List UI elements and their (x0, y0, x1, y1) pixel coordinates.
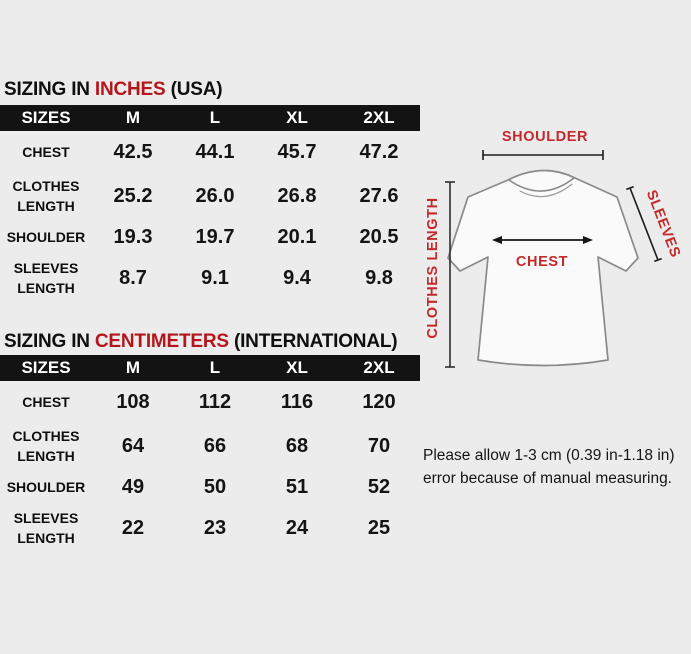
table-row-sleeves-length: SLEEVES LENGTH 8.7 9.1 9.4 9.8 (0, 255, 420, 301)
row-label: SLEEVES LENGTH (13, 259, 79, 296)
header-sizes: SIZES (21, 358, 71, 377)
collar-front-curve (508, 177, 575, 192)
header-sizes: SIZES (21, 108, 71, 127)
row-label: CLOTHES LENGTH (12, 177, 80, 214)
shoulder-measure-line (482, 150, 604, 160)
title-prefix: SIZING IN (4, 79, 95, 100)
cell-value: 45.7 (277, 140, 317, 163)
centimeters-size-table: SIZES M L XL 2XL CHEST 108 112 116 120 C… (0, 355, 420, 551)
cell-value: 20.5 (359, 225, 399, 248)
title-accent: CENTIMETERS (94, 331, 229, 352)
cell-value: 9.4 (283, 266, 311, 289)
title-suffix: (INTERNATIONAL) (228, 331, 398, 352)
row-label: SLEEVES LENGTH (13, 509, 79, 546)
cell-value: 23 (203, 516, 227, 539)
tshirt-measurement-diagram: SHOULDER CLOTHES LENGTH CHEST SLEEVES (425, 129, 683, 368)
table-row-clothes-length: CLOTHES LENGTH 25.2 26.0 26.8 27.6 (0, 173, 420, 219)
tshirt-outline (447, 169, 639, 367)
table-header-row: SIZES M L XL 2XL (0, 355, 420, 381)
cell-value: 66 (203, 434, 227, 457)
title-suffix: (USA) (165, 79, 223, 100)
cell-value: 70 (367, 434, 391, 457)
table-row-chest: CHEST 42.5 44.1 45.7 47.2 (0, 131, 420, 173)
cell-value: 24 (285, 516, 309, 539)
table-row-clothes-length: CLOTHES LENGTH 64 66 68 70 (0, 423, 420, 469)
sleeves-measure-label: SLEEVES (643, 188, 683, 260)
clothes-length-measure-label: CLOTHES LENGTH (425, 197, 441, 338)
cell-value: 120 (362, 390, 396, 413)
header-size-l: L (209, 358, 221, 377)
header-size-l: L (209, 108, 221, 127)
row-label: SHOULDER (6, 228, 86, 245)
chest-measure-label: CHEST (516, 254, 568, 270)
cell-value: 27.6 (359, 184, 399, 207)
header-size-2xl: 2XL (363, 108, 395, 127)
cell-value: 50 (203, 475, 227, 498)
cell-value: 9.1 (201, 266, 229, 289)
cell-value: 9.8 (365, 266, 393, 289)
header-size-2xl: 2XL (363, 358, 395, 377)
cell-value: 47.2 (359, 140, 399, 163)
cell-value: 68 (285, 434, 309, 457)
title-prefix: SIZING IN (4, 331, 95, 352)
cell-value: 44.1 (195, 140, 235, 163)
cell-value: 19.7 (195, 225, 235, 248)
table-header-row: SIZES M L XL 2XL (0, 105, 420, 131)
cell-value: 22 (121, 516, 145, 539)
clothes-length-measure-line (445, 181, 455, 368)
table-row-chest: CHEST 108 112 116 120 (0, 381, 420, 423)
cell-value: 112 (198, 390, 232, 413)
cell-value: 52 (367, 475, 391, 498)
table-row-shoulder: SHOULDER 49 50 51 52 (0, 469, 420, 505)
header-size-xl: XL (286, 108, 308, 127)
sleeves-measure-line (626, 185, 662, 263)
row-label: CLOTHES LENGTH (12, 427, 80, 464)
cell-value: 25.2 (113, 184, 153, 207)
row-label: CHEST (22, 393, 70, 410)
cell-value: 64 (121, 434, 145, 457)
cell-value: 19.3 (113, 225, 153, 248)
chest-measure-arrow (492, 236, 593, 244)
header-size-m: M (125, 108, 141, 127)
cell-value: 8.7 (119, 266, 147, 289)
cell-value: 49 (121, 475, 145, 498)
cell-value: 26.8 (277, 184, 317, 207)
cell-value: 108 (116, 390, 150, 413)
centimeters-section-title: SIZING IN CENTIMETERS (INTERNATIONAL) (4, 331, 398, 353)
inches-section-title: SIZING IN INCHES (USA) (4, 79, 223, 101)
cell-value: 26.0 (195, 184, 235, 207)
inches-size-table: SIZES M L XL 2XL CHEST 42.5 44.1 45.7 47… (0, 105, 420, 301)
measuring-error-note: Please allow 1-3 cm (0.39 in-1.18 in) er… (423, 447, 675, 487)
cell-value: 42.5 (113, 140, 153, 163)
cell-value: 116 (280, 390, 314, 413)
title-accent: INCHES (94, 79, 166, 100)
cell-value: 20.1 (277, 225, 317, 248)
row-label: CHEST (22, 143, 70, 160)
cell-value: 51 (285, 475, 309, 498)
header-size-m: M (125, 358, 141, 377)
table-row-shoulder: SHOULDER 19.3 19.7 20.1 20.5 (0, 219, 420, 255)
table-row-sleeves-length: SLEEVES LENGTH 22 23 24 25 (0, 505, 420, 551)
cell-value: 25 (367, 516, 391, 539)
row-label: SHOULDER (6, 478, 86, 495)
header-size-xl: XL (286, 358, 308, 377)
shoulder-measure-label: SHOULDER (502, 129, 588, 145)
collar-band-curve (519, 183, 573, 198)
